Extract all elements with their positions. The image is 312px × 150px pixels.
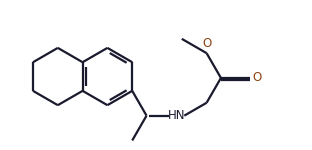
Text: O: O <box>202 37 211 50</box>
Text: HN: HN <box>168 109 185 122</box>
Text: O: O <box>252 71 261 84</box>
